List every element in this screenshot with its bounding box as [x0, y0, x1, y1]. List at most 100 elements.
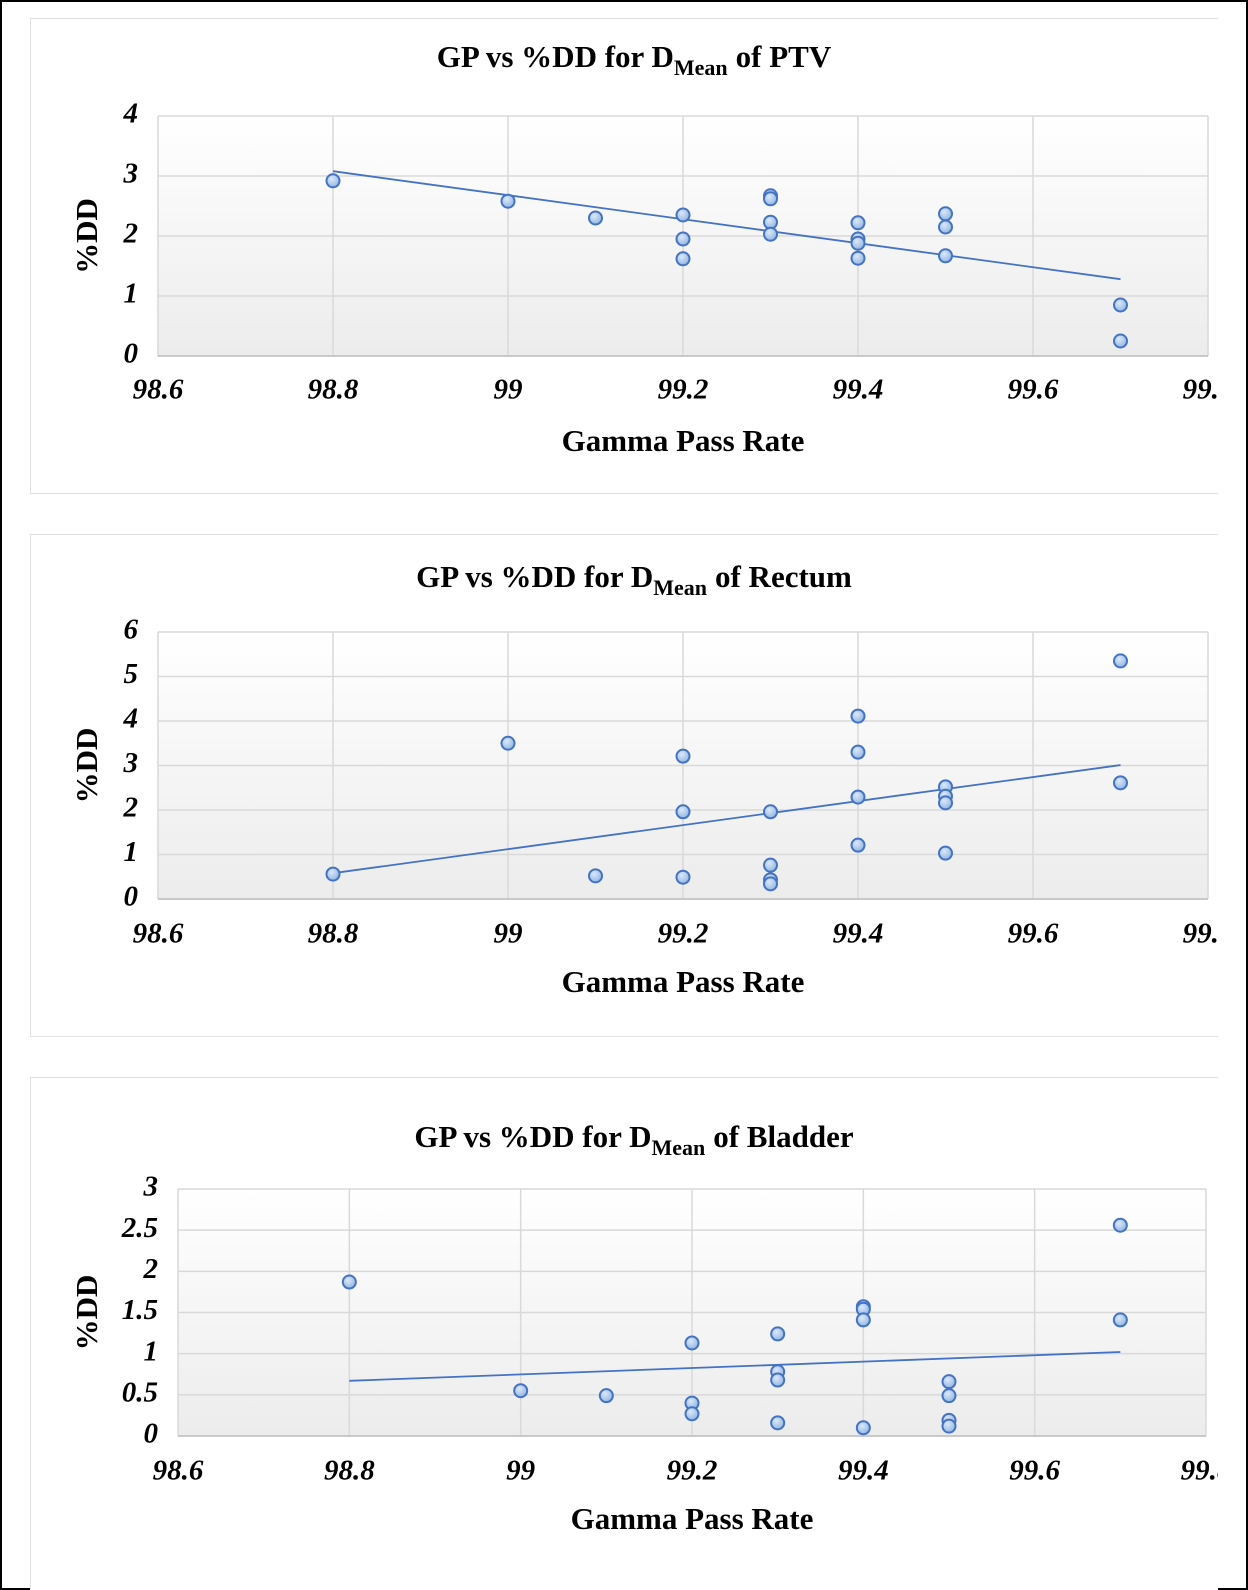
data-point	[1112, 1312, 1128, 1328]
data-point	[684, 1335, 700, 1351]
y-tick-label: 2	[123, 792, 139, 824]
data-point	[850, 250, 866, 266]
data-point	[588, 210, 603, 226]
y-axis-title: %DD	[69, 1275, 104, 1351]
x-tick-label: 99.4	[833, 918, 884, 950]
y-tick-label: 4	[123, 98, 139, 130]
data-point	[675, 207, 691, 223]
data-point	[1113, 297, 1128, 313]
data-point	[763, 857, 778, 873]
data-point	[1113, 333, 1128, 349]
data-point	[325, 866, 341, 882]
data-point	[675, 251, 691, 267]
chart-title: GP vs %DD for DMean of Rectum	[416, 559, 852, 600]
data-point	[675, 869, 691, 885]
title-subscript: Mean	[674, 55, 728, 80]
x-tick-label: 99.4	[838, 1455, 889, 1487]
y-axis-title: %DD	[69, 198, 104, 274]
data-point	[500, 193, 516, 209]
x-axis-title: Gamma Pass Rate	[562, 423, 805, 458]
y-tick-label: 0.5	[122, 1376, 158, 1408]
x-tick-label: 99	[494, 374, 523, 406]
x-tick-label: 99.2	[658, 918, 709, 950]
data-point	[588, 868, 603, 884]
title-subscript: Mean	[653, 575, 707, 600]
x-tick-label: 99.8	[1183, 374, 1234, 406]
data-point	[763, 804, 778, 820]
data-point	[850, 837, 866, 853]
x-tick-label: 98.6	[153, 1455, 204, 1487]
x-tick-label: 99.8	[1183, 918, 1234, 950]
x-tick-label: 99	[506, 1455, 535, 1487]
y-axis-title: %DD	[69, 728, 104, 804]
title-text: GP vs %DD for D	[416, 559, 653, 594]
x-tick-label: 99.6	[1009, 1455, 1060, 1487]
data-point	[938, 845, 953, 861]
title-text: GP vs %DD for D	[414, 1119, 651, 1154]
data-point	[763, 876, 778, 892]
x-tick-label: 99.6	[1008, 374, 1059, 406]
data-point	[675, 231, 691, 247]
data-point	[341, 1274, 357, 1290]
data-point	[941, 1418, 957, 1434]
data-point	[675, 748, 691, 764]
data-point	[770, 1372, 786, 1388]
chart-panel: GP vs %DD for DMean of Rectum 0 1 2 3 4 5 6 98.6 9…	[30, 534, 1234, 1037]
y-tick-label: 2	[143, 1253, 159, 1285]
data-point	[763, 191, 778, 207]
data-point	[855, 1420, 871, 1436]
x-tick-label: 99.6	[1008, 918, 1059, 950]
title-subscript: Mean	[651, 1135, 705, 1160]
y-tick-label: 3	[123, 747, 139, 779]
data-point	[850, 744, 866, 760]
x-axis-title: Gamma Pass Rate	[562, 964, 805, 999]
y-tick-label: 2	[123, 218, 139, 250]
data-point	[325, 173, 341, 189]
x-tick-label: 99	[494, 918, 523, 950]
trendline	[332, 170, 1121, 281]
y-tick-label: 2.5	[121, 1212, 158, 1244]
x-tick-label: 98.8	[324, 1455, 375, 1487]
y-tick-label: 0	[144, 1418, 159, 1450]
data-point	[770, 1415, 786, 1431]
data-point	[855, 1312, 871, 1328]
y-tick-label: 1	[124, 836, 139, 868]
x-tick-label: 98.8	[308, 374, 359, 406]
y-tick-label: 0	[124, 338, 139, 370]
data-point	[850, 708, 866, 724]
y-tick-label: 4	[123, 703, 139, 735]
data-point	[1112, 1217, 1128, 1233]
y-tick-label: 0	[124, 881, 139, 913]
chart-title: GP vs %DD for DMean of PTV	[437, 39, 832, 80]
x-tick-label: 98.6	[133, 918, 184, 950]
title-text: of Rectum	[715, 559, 852, 594]
data-point	[763, 226, 778, 242]
x-tick-label: 99.2	[667, 1455, 718, 1487]
title-text: of PTV	[736, 39, 832, 74]
chart-title: GP vs %DD for DMean of Bladder	[414, 1119, 853, 1160]
data-point	[675, 804, 691, 820]
y-tick-label: 5	[124, 658, 139, 690]
data-point	[850, 789, 866, 805]
data-point	[941, 1388, 957, 1404]
data-point	[513, 1383, 529, 1399]
data-point	[938, 248, 953, 264]
data-point	[1113, 775, 1128, 791]
x-tick-label: 98.8	[308, 918, 359, 950]
data-point	[684, 1406, 700, 1422]
x-tick-label: 98.6	[133, 374, 184, 406]
x-tick-label: 99.8	[1181, 1455, 1232, 1487]
data-point	[941, 1374, 957, 1390]
y-tick-label: 1.5	[122, 1294, 158, 1326]
data-point	[500, 735, 516, 751]
y-tick-label: 1	[144, 1335, 159, 1367]
data-point	[938, 795, 953, 811]
y-tick-label: 6	[124, 614, 139, 646]
title-text: of Bladder	[713, 1119, 854, 1154]
data-point	[850, 215, 866, 231]
trendline	[332, 764, 1121, 875]
data-point	[938, 219, 953, 235]
data-point	[850, 235, 866, 251]
x-tick-label: 99.4	[833, 374, 884, 406]
